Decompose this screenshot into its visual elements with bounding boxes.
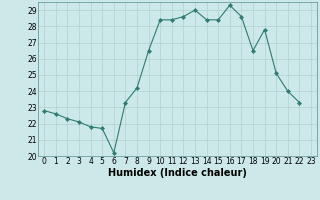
X-axis label: Humidex (Indice chaleur): Humidex (Indice chaleur): [108, 168, 247, 178]
